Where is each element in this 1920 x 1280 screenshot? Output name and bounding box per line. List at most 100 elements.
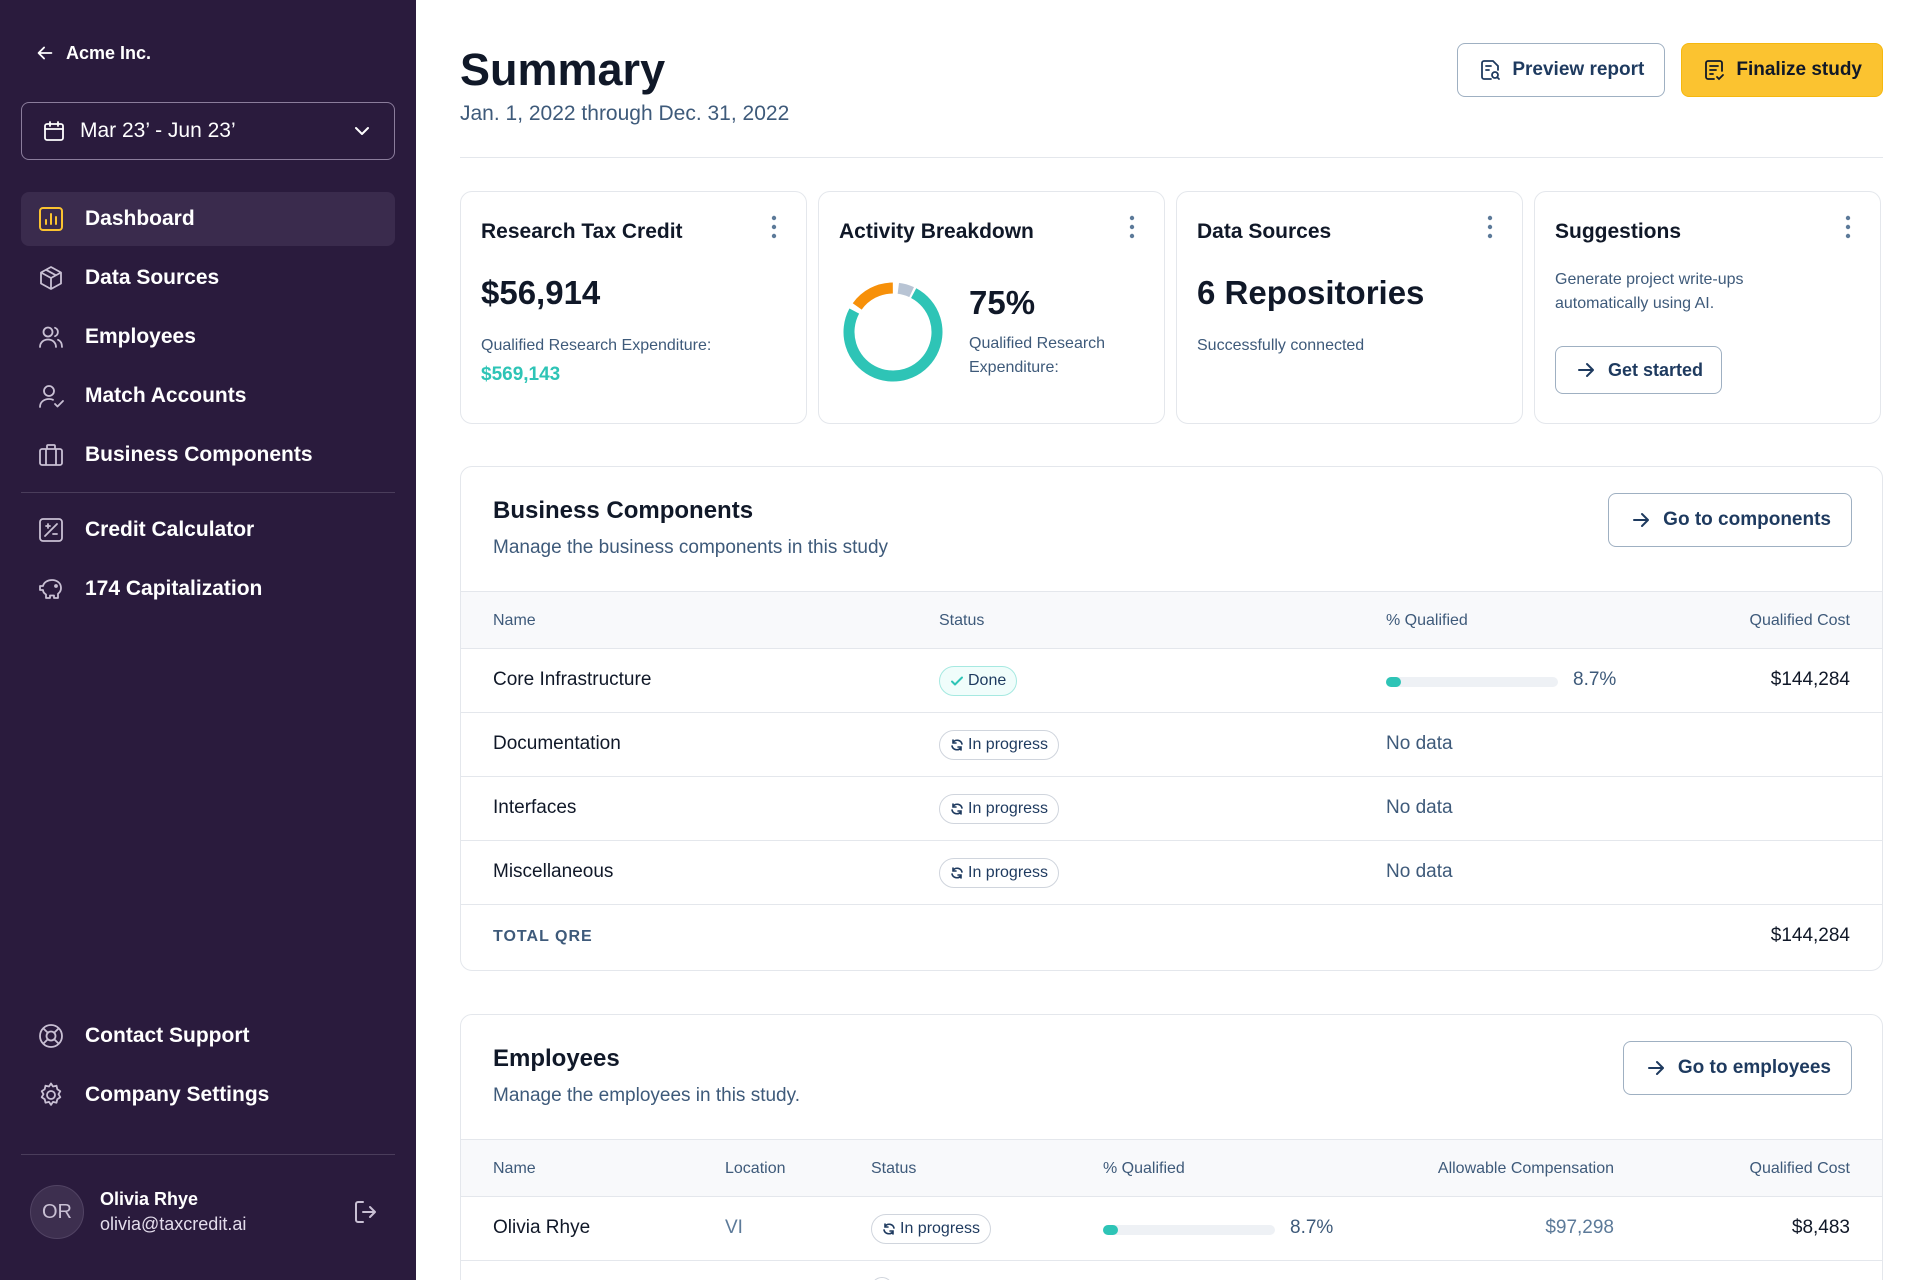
- nav-item-174-capitalization[interactable]: 174 Capitalization: [21, 562, 395, 616]
- qualified-percent: No data: [1386, 797, 1453, 818]
- chart-icon: [39, 207, 63, 231]
- total-row: TOTAL QRE $144,284: [461, 905, 1882, 969]
- date-range-select[interactable]: Mar 23’ - Jun 23’: [21, 102, 395, 160]
- more-vertical-icon[interactable]: [1128, 214, 1136, 240]
- user-name: Olivia Rhye: [100, 1189, 199, 1209]
- user-info: Olivia Rhye olivia@taxcredit.ai: [100, 1189, 336, 1235]
- activity-label: Qualified Research Expenditure:: [969, 335, 1106, 376]
- preview-report-button[interactable]: Preview report: [1457, 43, 1666, 97]
- column-header[interactable]: % Qualified: [1386, 612, 1468, 629]
- employee-name: Olivia Rhye: [493, 1217, 591, 1238]
- card-activity-breakdown: Activity Breakdown 75% Qualified Researc…: [818, 191, 1165, 424]
- section-title: Employees: [493, 1045, 620, 1072]
- calendar-icon: [44, 121, 64, 141]
- qre-value: $569,143: [481, 364, 561, 385]
- nav-item-match-accounts[interactable]: Match Accounts: [21, 369, 395, 423]
- total-label: TOTAL QRE: [493, 928, 593, 945]
- file-search-icon: [1481, 60, 1501, 80]
- column-header[interactable]: Status: [939, 612, 985, 629]
- status-text: Done: [968, 672, 1007, 689]
- user-check-icon: [39, 385, 64, 408]
- nav-item-dashboard[interactable]: Dashboard: [21, 192, 395, 246]
- logout-icon[interactable]: [352, 1198, 380, 1226]
- more-vertical-icon[interactable]: [1844, 214, 1852, 240]
- column-header[interactable]: Name: [493, 1160, 536, 1177]
- briefcase-icon: [39, 444, 63, 466]
- status-text: In progress: [900, 1220, 981, 1237]
- tools-nav: Credit Calculator 174 Capitalization: [21, 503, 395, 621]
- back-to-company[interactable]: Acme Inc.: [34, 42, 151, 64]
- column-header[interactable]: Location: [725, 1160, 786, 1177]
- status-badge: Done: [939, 666, 1018, 696]
- table-row[interactable]: Interfaces In progress No data: [461, 777, 1882, 841]
- status-text: In progress: [968, 736, 1049, 753]
- activity-donut-chart: [843, 282, 943, 382]
- column-header[interactable]: Qualified Cost: [1749, 1160, 1851, 1177]
- qualified-percent: No data: [1386, 733, 1453, 754]
- arrow-left-icon: [37, 46, 53, 60]
- donut-segment-orange: [843, 282, 943, 382]
- arrow-right-icon: [1633, 513, 1650, 527]
- column-header[interactable]: % Qualified: [1103, 1160, 1185, 1177]
- nav-item-contact-support[interactable]: Contact Support: [21, 1009, 395, 1063]
- get-started-button[interactable]: Get started: [1555, 346, 1723, 394]
- nav-item-company-settings[interactable]: Company Settings: [21, 1068, 395, 1122]
- header-actions: Preview report Finalize study: [1457, 43, 1883, 97]
- avatar[interactable]: OR: [30, 1185, 84, 1239]
- nav-label: Business Components: [85, 443, 313, 466]
- refresh-icon: [951, 803, 963, 815]
- table-row[interactable]: Documentation In progress No data: [461, 713, 1882, 777]
- nav-divider: [21, 492, 395, 493]
- nav-label: 174 Capitalization: [85, 577, 263, 600]
- refresh-icon: [951, 867, 963, 879]
- table-row[interactable]: Olivia Rhye VI In progress 8.7% $97,298 …: [461, 1197, 1882, 1261]
- file-check-icon: [1705, 60, 1725, 81]
- nav-item-employees[interactable]: Employees: [21, 310, 395, 364]
- component-name: Core Infrastructure: [493, 669, 652, 690]
- status-badge: In progress: [871, 1214, 992, 1244]
- table-row[interactable]: Miscellaneous In progress No data: [461, 841, 1882, 905]
- column-header[interactable]: Name: [493, 612, 536, 629]
- finalize-study-label: Finalize study: [1736, 59, 1862, 80]
- qualified-percent: No data: [1386, 861, 1453, 882]
- bottom-nav: Contact Support Company Settings: [21, 1009, 395, 1127]
- qualified-progress-fill: [1103, 1225, 1118, 1235]
- go-to-components-button[interactable]: Go to components: [1608, 493, 1852, 547]
- more-vertical-icon[interactable]: [1486, 214, 1494, 240]
- nav-label: Employees: [85, 325, 196, 348]
- date-range-label: Mar 23’ - Jun 23’: [80, 119, 236, 142]
- user-profile: OR Olivia Rhye olivia@taxcredit.ai: [30, 1184, 380, 1240]
- card-data-sources: Data Sources 6 Repositories Successfully…: [1176, 191, 1523, 424]
- donut-segment-gray: [843, 282, 943, 382]
- get-started-label: Get started: [1608, 359, 1704, 380]
- user-email: olivia@taxcredit.ai: [100, 1214, 247, 1234]
- nav-item-credit-calculator[interactable]: Credit Calculator: [21, 503, 395, 557]
- column-header[interactable]: Allowable Compensation: [1437, 1160, 1614, 1177]
- page-title: Summary: [460, 44, 666, 95]
- employees-section: Employees Manage the employees in this s…: [460, 1014, 1883, 1280]
- qre-label: Qualified Research Expenditure:: [481, 337, 712, 354]
- user-divider: [21, 1154, 395, 1155]
- qualified-cost: $8,483: [1791, 1217, 1850, 1238]
- table-row[interactable]: [461, 1261, 1882, 1280]
- card-suggestions: Suggestions Generate project write-ups a…: [1534, 191, 1881, 424]
- nav-item-business-components[interactable]: Business Components: [21, 428, 395, 482]
- table-row[interactable]: Core Infrastructure Done 8.7% $144,284: [461, 649, 1882, 713]
- suggestion-text: Generate project write-ups automatically…: [1555, 271, 1744, 312]
- activity-text: 75% Qualified Research Expenditure:: [969, 284, 1129, 380]
- go-to-employees-button[interactable]: Go to employees: [1622, 1041, 1852, 1095]
- more-vertical-icon[interactable]: [770, 214, 778, 240]
- nav-item-data-sources[interactable]: Data Sources: [21, 251, 395, 305]
- chevron-down-icon: [355, 127, 369, 135]
- gear-icon: [40, 1082, 62, 1106]
- component-name: Interfaces: [493, 797, 577, 818]
- finalize-study-button[interactable]: Finalize study: [1681, 43, 1883, 97]
- nav-label: Data Sources: [85, 266, 220, 289]
- status-badge: In progress: [939, 794, 1060, 824]
- status-badge: In progress: [939, 858, 1060, 888]
- life-buoy-icon: [39, 1024, 63, 1048]
- column-header[interactable]: Qualified Cost: [1749, 612, 1851, 629]
- business-components-section: Business Components Manage the business …: [460, 466, 1883, 971]
- status-text: In progress: [968, 800, 1049, 817]
- column-header[interactable]: Status: [871, 1160, 917, 1177]
